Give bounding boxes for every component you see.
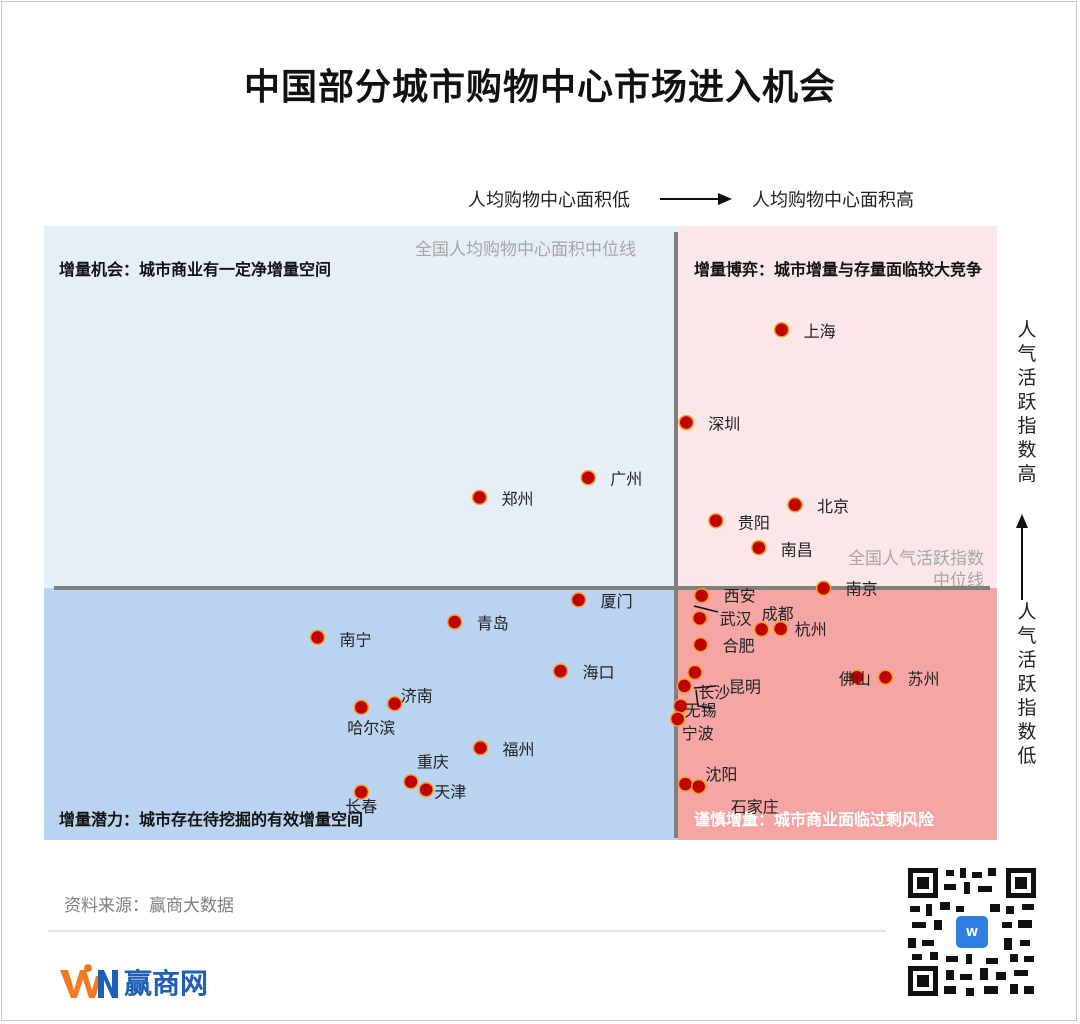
y-axis-low-label: 人气活跃指数低 <box>1017 601 1037 767</box>
data-label: 苏州 <box>908 669 940 688</box>
median-x-label: 全国人均购物中心面积中位线 <box>415 240 636 260</box>
data-label: 长春 <box>345 797 377 816</box>
data-point <box>690 778 707 795</box>
x-axis-low-label: 人均购物中心面积低 <box>468 190 630 211</box>
data-point <box>849 669 865 686</box>
data-point <box>570 592 587 608</box>
data-label: 无锡 <box>685 701 717 720</box>
data-label: 重庆 <box>417 753 449 772</box>
quadrant-label-top-right: 增量博弈：城市增量与存量面临较大竞争 <box>694 260 983 279</box>
data-point <box>773 322 790 338</box>
data-label: 海口 <box>583 663 615 682</box>
data-label: 郑州 <box>502 489 534 508</box>
data-label: 南京 <box>846 579 878 598</box>
data-point <box>787 497 803 513</box>
leader-line <box>693 685 717 689</box>
svg-text:W: W <box>966 926 978 939</box>
data-label: 南宁 <box>340 630 372 649</box>
data-point <box>580 469 596 486</box>
y-axis-high-label: 人气活跃指数高 <box>1017 319 1037 485</box>
data-label: 哈尔滨 <box>347 718 395 737</box>
data-point <box>677 776 694 792</box>
x-axis-arrow-icon <box>660 193 732 205</box>
data-point <box>386 695 403 712</box>
data-point <box>815 580 832 597</box>
data-label: 福州 <box>503 740 535 759</box>
source-note: 资料来源：赢商大数据 <box>64 896 234 916</box>
data-point <box>353 699 370 716</box>
data-point <box>403 773 419 790</box>
data-point <box>552 663 569 679</box>
data-point <box>471 489 488 506</box>
data-point <box>446 614 463 630</box>
data-label: 沈阳 <box>705 765 737 784</box>
data-point <box>691 610 708 627</box>
winshang-logo-icon <box>60 964 118 998</box>
brand-name: 赢商网 <box>124 967 209 1000</box>
data-label: 佛山 <box>839 669 871 688</box>
data-point <box>678 414 695 431</box>
data-point <box>418 781 434 798</box>
y-axis-arrow-icon <box>1016 514 1028 600</box>
divider <box>48 930 886 932</box>
data-label: 上海 <box>804 322 836 341</box>
chart-title: 中国部分城市购物中心市场进入机会 <box>243 67 836 108</box>
data-label: 长沙 <box>698 683 730 702</box>
quadrant-top-left <box>44 226 678 588</box>
quadrant-bottom-right <box>678 588 997 840</box>
leader-line <box>693 605 719 613</box>
data-point <box>687 664 703 681</box>
data-label: 广州 <box>610 470 642 489</box>
data-label: 贵阳 <box>738 514 770 533</box>
data-label: 深圳 <box>708 415 740 434</box>
data-label: 济南 <box>401 687 433 706</box>
quadrant-top-right <box>678 226 997 588</box>
data-point <box>472 740 489 756</box>
data-point <box>751 539 767 556</box>
data-label: 西安 <box>724 587 756 606</box>
data-label: 北京 <box>817 497 849 516</box>
quadrant-label-top-left: 增量机会：城市商业有一定净增量空间 <box>59 260 332 279</box>
quadrant-label-bottom-right: 谨慎增量：城市商业面临过剩风险 <box>694 810 935 829</box>
data-label: 昆明 <box>729 677 761 696</box>
data-label: 天津 <box>434 783 466 802</box>
data-label: 石家庄 <box>731 798 779 817</box>
data-label: 南昌 <box>781 541 813 560</box>
data-label: 杭州 <box>795 620 827 639</box>
data-label: 武汉 <box>720 609 752 628</box>
data-label: 厦门 <box>601 592 633 611</box>
leader-line <box>695 689 713 709</box>
data-label: 成都 <box>762 604 794 623</box>
data-point <box>353 784 370 800</box>
quadrant-label-bottom-left: 增量潜力：城市存在待挖掘的有效增量空间 <box>59 810 364 829</box>
data-point <box>693 587 710 604</box>
data-point <box>708 512 724 529</box>
data-label: 合肥 <box>723 637 755 656</box>
data-label: 青岛 <box>477 614 509 633</box>
data-point <box>753 621 770 638</box>
data-point <box>692 636 709 653</box>
data-point <box>669 711 686 727</box>
data-point <box>309 629 326 646</box>
data-point <box>772 621 789 637</box>
data-point <box>877 669 894 686</box>
data-label: 宁波 <box>682 724 714 743</box>
qr-code-icon: W <box>906 866 1038 998</box>
data-point <box>676 678 693 694</box>
brand-logo: 赢商网 <box>58 962 208 1002</box>
x-axis-high-label: 人均购物中心面积高 <box>752 190 914 211</box>
